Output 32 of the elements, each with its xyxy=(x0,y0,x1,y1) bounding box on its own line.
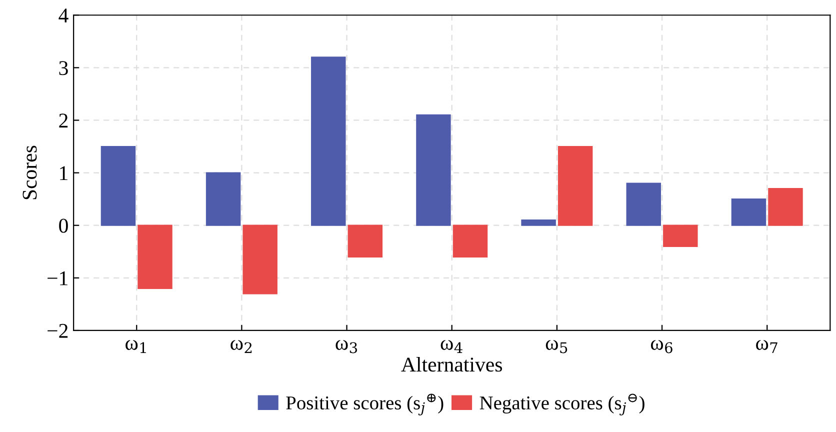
bar xyxy=(768,188,803,226)
bar xyxy=(558,146,593,226)
y-tick-label: 0 xyxy=(59,218,68,233)
bar xyxy=(663,224,698,247)
x-tick-label: ω$_{3}$ xyxy=(336,340,357,354)
x-tick-label: ω$_{4}$ xyxy=(440,340,462,354)
y-tick-label: 4 xyxy=(58,8,68,22)
bar xyxy=(452,224,488,258)
y-tick-label: 3 xyxy=(59,61,68,76)
x-tick-label: ω$_{7}$ xyxy=(756,340,778,354)
bar xyxy=(348,224,383,258)
x-axis-title: Alternatives xyxy=(401,357,502,372)
legend-label: Negative scores (s$_{j}$$^{⊖}$) xyxy=(480,394,644,416)
bar xyxy=(626,182,661,226)
y-tick-label: −2 xyxy=(48,324,68,338)
bar xyxy=(416,114,451,226)
bar xyxy=(100,146,136,226)
bar xyxy=(731,198,766,226)
y-tick-label: −1 xyxy=(48,271,68,286)
bar xyxy=(206,172,241,226)
legend-label: Positive scores (s$_{j}$$^{⊕}$) xyxy=(286,394,444,416)
y-axis-title: Scores xyxy=(22,146,37,200)
x-tick-label: ω$_{5}$ xyxy=(546,340,568,354)
y-tick-label: 2 xyxy=(59,114,68,128)
x-tick-label: ω$_{2}$ xyxy=(230,340,252,354)
bar xyxy=(138,224,172,289)
x-tick-label: ω$_{1}$ xyxy=(126,340,146,354)
x-tick-label: ω$_{6}$ xyxy=(650,340,672,354)
bar xyxy=(311,56,346,226)
bar xyxy=(242,224,278,294)
y-tick-label: 1 xyxy=(60,166,68,180)
bar xyxy=(521,220,556,226)
